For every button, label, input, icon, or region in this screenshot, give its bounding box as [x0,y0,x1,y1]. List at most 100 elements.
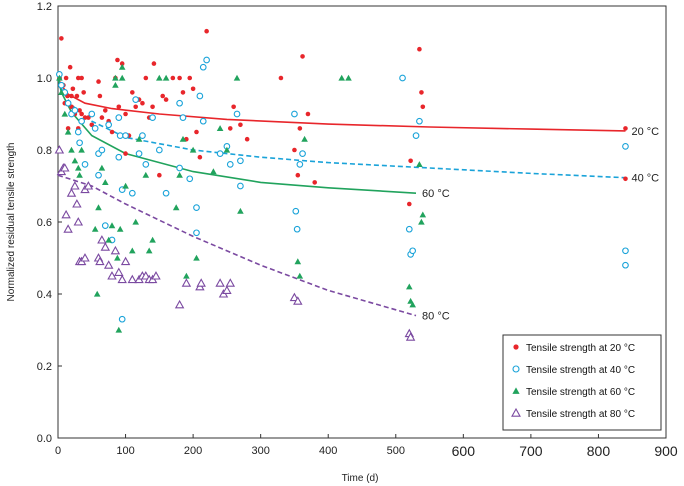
data-point [179,114,187,121]
data-point [105,236,112,243]
y-tick-label: 0.2 [37,361,52,373]
data-point [312,180,318,185]
data-point [98,164,106,171]
data-point [416,161,423,167]
data-point [301,135,308,142]
data-point [71,107,79,114]
data-point [190,86,196,92]
data-point [97,93,103,99]
data-point [177,75,182,81]
curve-label: 60 °C [422,188,450,200]
data-point [78,146,85,153]
data-point [132,96,140,103]
data-point [61,110,69,117]
data-point [160,93,166,99]
data-point [115,57,120,63]
data-point [130,90,135,95]
curve-labels: 20 °C 40 °C 60 °C 80 °C [422,126,659,323]
y-tick-label: 1.0 [37,73,52,85]
curve-label: 40 °C [631,173,659,185]
data-point [118,63,126,70]
data-point [193,229,200,237]
data-point [223,146,231,153]
data-point [238,122,243,128]
curve-label: 80 °C [422,311,450,323]
data-point [338,74,345,81]
data-point [61,209,71,219]
data-point [197,154,203,160]
data-point [63,224,73,233]
data-point [194,129,199,135]
data-point [118,74,126,81]
data-point [180,90,186,95]
data-point [107,271,117,280]
data-point [68,146,75,153]
data-point [176,171,183,178]
data-point [291,110,298,118]
data-point [75,75,81,81]
data-point [110,245,121,255]
data-point [296,272,304,279]
data-point [278,75,284,81]
data-point [623,126,628,131]
data-point [71,157,79,164]
data-point [416,117,423,125]
data-point [244,136,250,142]
data-point [77,108,82,113]
legend-label: Tensile strength at 20 °C [526,343,635,354]
data-point [417,46,422,52]
data-point [179,135,187,142]
x-tick-label: 600 [452,443,476,459]
data-point [293,225,301,233]
data-point [408,158,413,164]
y-tick-label: 0.0 [37,433,52,445]
data-point [189,146,197,153]
data-point [145,247,153,254]
data-point [142,171,150,178]
data-point [294,258,302,265]
data-point [300,54,305,59]
data-point [226,161,234,168]
data-point [141,271,151,280]
data-point [237,157,244,165]
data-point [91,125,99,132]
data-point [97,235,107,244]
data-point [93,290,101,297]
data-point [292,147,297,153]
data-point [70,181,80,190]
data-point [128,189,136,197]
x-tick-label: 400 [319,445,337,457]
x-tick-label: 800 [587,443,611,459]
x-tick-label: 200 [184,445,202,457]
data-point [117,274,127,284]
data-point [65,126,71,131]
x-tick-label: 500 [387,445,405,457]
data-point [233,74,241,81]
legend-marker [512,365,520,373]
data-point [123,111,128,117]
data-point [293,296,303,305]
data-point [297,126,303,131]
data-point [105,121,113,129]
data-point [170,75,176,81]
fit-curve-80c [57,174,417,317]
data-point [149,236,156,243]
data-point [102,179,109,185]
data-point [112,81,119,88]
x-tick-label: 0 [55,445,61,457]
data-point [91,225,99,232]
data-point [54,145,65,154]
x-axis-title: Time (d) [342,473,379,484]
data-point [116,104,122,110]
data-point [233,110,241,118]
data-point [412,132,420,139]
data-point [116,132,124,139]
data-point [115,114,123,121]
data-point [196,278,206,287]
data-point [58,81,65,89]
data-point [163,97,169,102]
fit-curve-60c [57,77,417,194]
data-point [135,135,143,142]
data-point [193,204,200,211]
data-point [623,176,628,182]
